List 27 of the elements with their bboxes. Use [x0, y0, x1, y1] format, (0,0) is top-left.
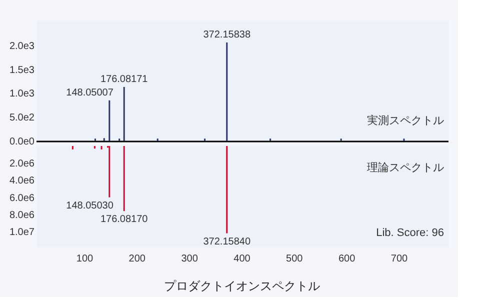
- y-tick-label: 6.0e6: [9, 192, 35, 204]
- y-tick-label: 4.0e6: [9, 176, 35, 187]
- annotation: 実測スペクトル: [367, 114, 444, 127]
- y-tick-label: 1.5e3: [9, 64, 35, 76]
- x-tick-label: 300: [181, 254, 198, 264]
- y-tick-label: 1.0e3: [9, 88, 35, 100]
- y-tick-label: 2.0e6: [9, 158, 35, 170]
- y-tick-label: 1.0e7: [9, 227, 35, 238]
- annotation: 372.15838: [203, 29, 251, 40]
- x-tick-label: 700: [390, 254, 408, 264]
- annotation: 148.05007: [66, 87, 114, 98]
- x-tick-label: 100: [76, 254, 94, 264]
- y-tick-label: 2.0e3: [9, 40, 35, 52]
- x-tick-label: 200: [128, 254, 146, 264]
- annotation: Lib. Score: 96: [376, 227, 444, 239]
- annotation: 176.08170: [100, 214, 148, 226]
- annotation: 176.08171: [100, 74, 148, 85]
- annotation: 148.05030: [66, 200, 114, 212]
- y-tick-label: 8.0e6: [9, 210, 35, 221]
- x-tick-label: 500: [286, 254, 304, 264]
- y-tick-label: 0.0e0: [9, 136, 35, 148]
- x-tick-label: 600: [338, 254, 356, 264]
- text: プロダクトイオンスペクトル: [164, 279, 320, 293]
- annotation: 理論スペクトル: [367, 161, 444, 174]
- annotation: 372.15840: [203, 236, 251, 248]
- x-tick-label: 400: [234, 254, 251, 264]
- y-tick-label: 5.0e2: [9, 112, 35, 124]
